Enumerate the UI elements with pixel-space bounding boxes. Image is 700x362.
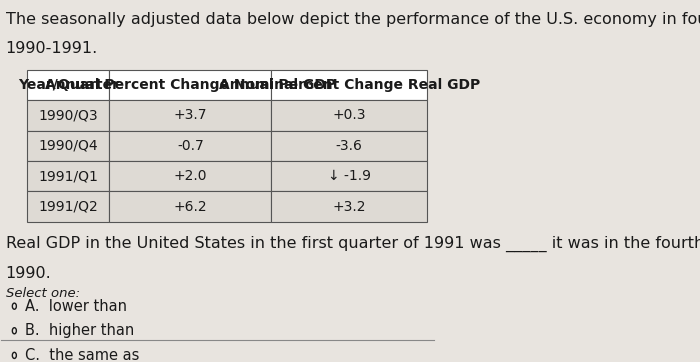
Text: -3.6: -3.6 bbox=[336, 139, 363, 153]
FancyBboxPatch shape bbox=[109, 131, 272, 161]
Text: C.  the same as: C. the same as bbox=[25, 348, 139, 362]
Text: Annual Percent Change Real GDP: Annual Percent Change Real GDP bbox=[218, 78, 480, 92]
Text: 1991/Q1: 1991/Q1 bbox=[38, 169, 98, 183]
Text: +3.7: +3.7 bbox=[174, 108, 207, 122]
Text: 1990/Q4: 1990/Q4 bbox=[38, 139, 98, 153]
FancyBboxPatch shape bbox=[27, 100, 109, 131]
Text: B.  higher than: B. higher than bbox=[25, 323, 134, 338]
Text: 1990-1991.: 1990-1991. bbox=[6, 41, 98, 56]
FancyBboxPatch shape bbox=[272, 191, 427, 222]
FancyBboxPatch shape bbox=[272, 70, 427, 100]
Text: The seasonally adjusted data below depict the performance of the U.S. economy in: The seasonally adjusted data below depic… bbox=[6, 12, 700, 27]
FancyBboxPatch shape bbox=[109, 70, 272, 100]
Text: 1990.: 1990. bbox=[6, 266, 52, 281]
Text: Annual Percent Change Nominal GDP: Annual Percent Change Nominal GDP bbox=[45, 78, 336, 92]
FancyBboxPatch shape bbox=[272, 131, 427, 161]
Text: +2.0: +2.0 bbox=[174, 169, 207, 183]
Text: +0.3: +0.3 bbox=[332, 108, 366, 122]
Text: 1991/Q2: 1991/Q2 bbox=[38, 199, 98, 214]
FancyBboxPatch shape bbox=[27, 161, 109, 191]
FancyBboxPatch shape bbox=[109, 191, 272, 222]
Text: Select one:: Select one: bbox=[6, 287, 80, 300]
Text: ↓ -1.9: ↓ -1.9 bbox=[328, 169, 371, 183]
Text: +6.2: +6.2 bbox=[174, 199, 207, 214]
Text: 1990/Q3: 1990/Q3 bbox=[38, 108, 98, 122]
FancyBboxPatch shape bbox=[109, 100, 272, 131]
Text: -0.7: -0.7 bbox=[177, 139, 204, 153]
FancyBboxPatch shape bbox=[27, 70, 109, 100]
Text: +3.2: +3.2 bbox=[332, 199, 366, 214]
FancyBboxPatch shape bbox=[109, 161, 272, 191]
FancyBboxPatch shape bbox=[272, 161, 427, 191]
Text: A.  lower than: A. lower than bbox=[25, 299, 127, 314]
Text: Year/Quarter: Year/Quarter bbox=[18, 78, 119, 92]
FancyBboxPatch shape bbox=[27, 191, 109, 222]
FancyBboxPatch shape bbox=[272, 100, 427, 131]
FancyBboxPatch shape bbox=[27, 131, 109, 161]
Text: Real GDP in the United States in the first quarter of 1991 was _____ it was in t: Real GDP in the United States in the fir… bbox=[6, 235, 700, 252]
